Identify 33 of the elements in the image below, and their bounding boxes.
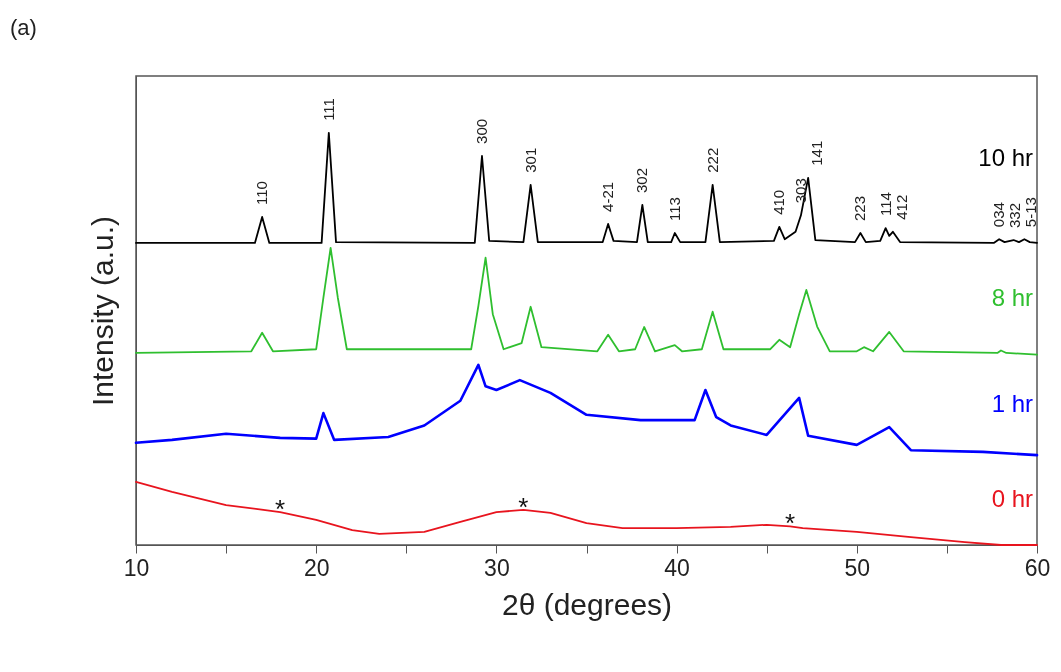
x-tick-label: 10 xyxy=(123,554,150,581)
annotation: 5-13 xyxy=(1022,197,1040,228)
x-tick-label: 50 xyxy=(844,554,871,581)
annotation: * xyxy=(518,491,529,522)
annotation: 4-21 xyxy=(599,181,617,212)
x-tick-label: 30 xyxy=(484,554,510,581)
text: 10 hr xyxy=(978,144,1034,172)
annotation: * xyxy=(275,494,286,525)
annotation: 300 xyxy=(472,118,490,144)
annotation: 113 xyxy=(665,197,683,222)
series-label: 1 hr xyxy=(991,389,1033,417)
series-label: 8 hr xyxy=(991,283,1033,311)
annotation: 222 xyxy=(703,147,721,173)
annotation: 301 xyxy=(521,147,539,173)
x-axis-title: 2θ (degrees) xyxy=(501,587,673,621)
annotation: 034 xyxy=(990,202,1008,228)
annotation: 141 xyxy=(807,140,825,166)
y-axis-title: Intensity (a.u.) xyxy=(85,215,119,407)
annotation: 332 xyxy=(1006,203,1024,229)
annotation: 302 xyxy=(633,167,651,193)
annotation: 111 xyxy=(319,98,337,121)
x-tick-label: 60 xyxy=(1024,554,1051,581)
chart-title: (a) xyxy=(10,15,37,40)
annotation: 412 xyxy=(892,194,910,220)
annotation: 114 xyxy=(876,192,894,217)
x-tick-label: 20 xyxy=(303,554,330,581)
annotation: 410 xyxy=(770,189,788,215)
annotation: 110 xyxy=(253,181,271,205)
annotation: * xyxy=(785,508,796,539)
series-label: 0 hr xyxy=(991,485,1033,513)
x-tick-label: 40 xyxy=(664,554,690,581)
annotation: 223 xyxy=(851,195,869,222)
annotation: 303 xyxy=(791,178,809,204)
